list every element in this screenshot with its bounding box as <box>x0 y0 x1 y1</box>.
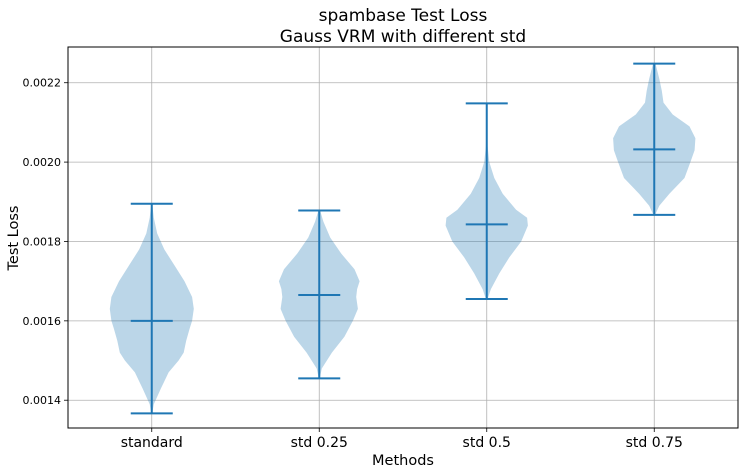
y-axis-ticks: 0.0014 0.0016 0.0018 0.0020 0.0022 <box>23 77 68 407</box>
x-axis-ticks: standard std 0.25 std 0.5 std 0.75 <box>121 428 683 451</box>
plot-frame <box>67 46 739 429</box>
chart-subtitle: Gauss VRM with different std <box>280 27 526 47</box>
y-tick-label: 0.0018 <box>23 235 62 248</box>
x-tick-label: std 0.25 <box>291 435 348 451</box>
y-tick-label: 0.0016 <box>23 315 62 328</box>
chart-title: spambase Test Loss <box>319 6 488 26</box>
x-tick-label: std 0.5 <box>463 435 511 451</box>
y-tick-label: 0.0014 <box>23 394 62 407</box>
x-tick-label: standard <box>121 435 183 451</box>
y-tick-label: 0.0020 <box>23 156 62 169</box>
violin-group <box>109 62 696 415</box>
y-tick-label: 0.0022 <box>23 77 62 90</box>
x-tick-label: std 0.75 <box>626 435 683 451</box>
x-axis-label: Methods <box>372 453 434 469</box>
y-axis-label: Test Loss <box>6 206 22 272</box>
